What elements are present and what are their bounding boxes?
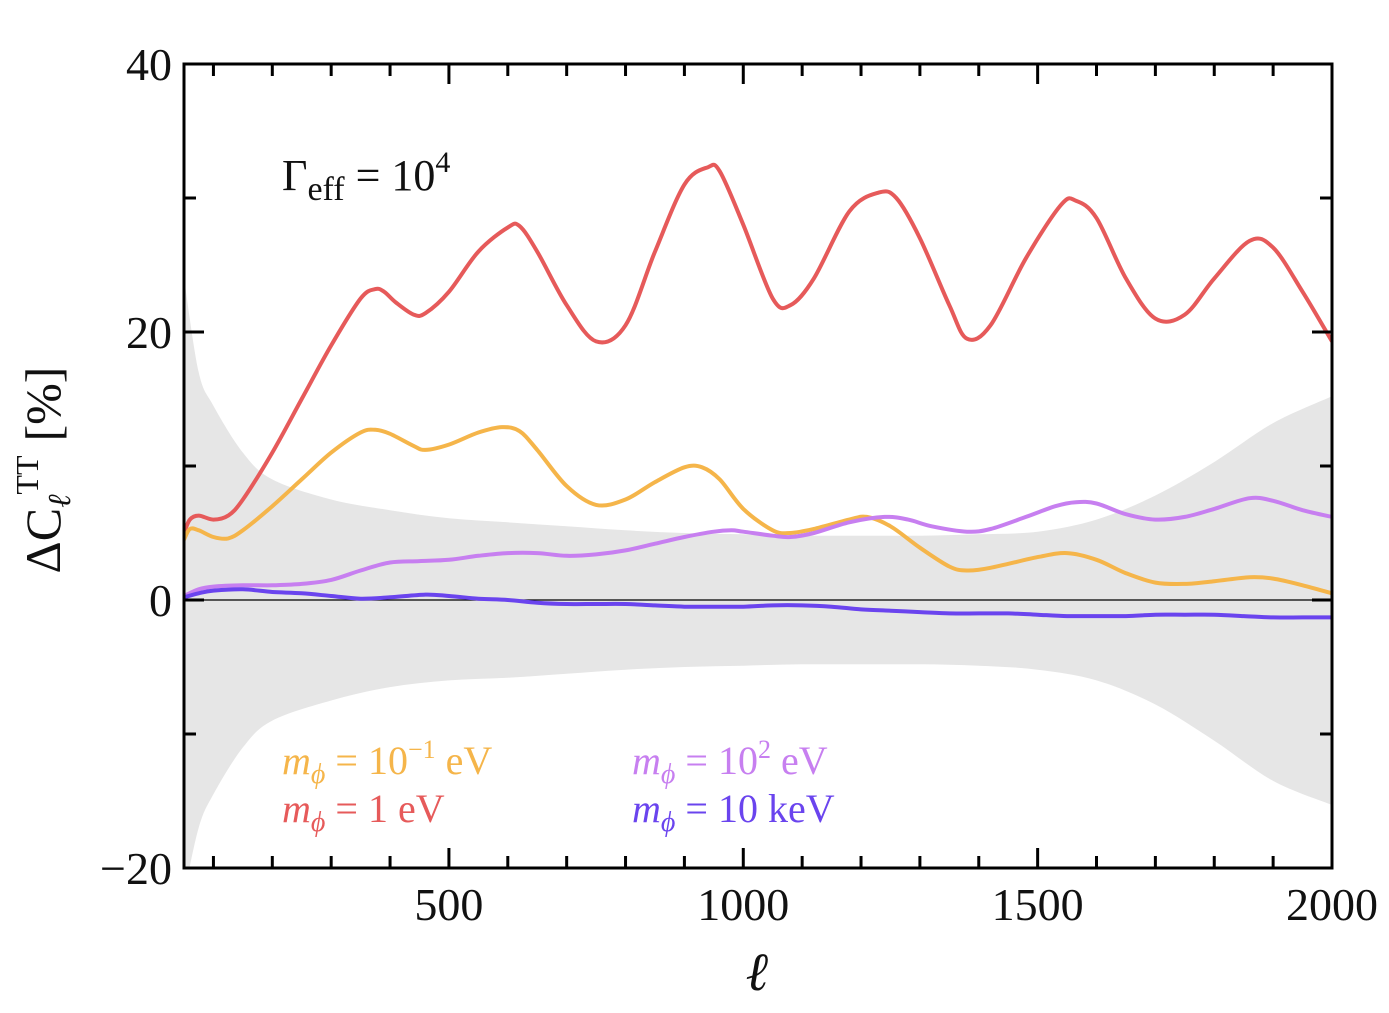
y-tick-label: 40: [126, 39, 172, 90]
uncertainty-band: [184, 278, 1332, 868]
gamma-symbol: Γ: [282, 151, 307, 200]
legend: mϕ = 10−1 eV mϕ = 102 eV mϕ = 1 eV mϕ = 10 …: [282, 735, 835, 838]
y-axis-title-subscript: ℓ: [41, 494, 77, 508]
series-m-100ev-line: [184, 495, 1332, 598]
tick-labels: 500 1000 1500 2000 −20 0 20 40: [100, 39, 1378, 930]
gamma-annotation: Γeff = 104: [282, 146, 450, 208]
series-m-10kev-line: [184, 587, 1332, 620]
series-m-1ev-line: [184, 162, 1332, 534]
legend-entry-100ev: mϕ = 102 eV: [632, 735, 828, 790]
x-axis-title: ℓ: [746, 942, 769, 1002]
y-tick-label: 20: [126, 307, 172, 358]
y-tick-label: −20: [100, 843, 172, 894]
series-group: [184, 162, 1332, 620]
legend-entry-0p1ev: mϕ = 10−1 eV: [282, 735, 492, 790]
gamma-exponent: 4: [435, 146, 450, 179]
legend-entry-1ev: mϕ = 1 eV: [282, 786, 445, 838]
gamma-equals: = 10: [345, 151, 436, 200]
axis-ticks: [184, 62, 1334, 870]
y-axis-title-main: ΔC: [15, 508, 71, 574]
gamma-subscript: eff: [307, 171, 345, 208]
legend-entry-10kev: mϕ = 10 keV: [632, 786, 835, 838]
x-tick-label: 1500: [992, 879, 1084, 930]
series-m-0p1ev-line: [184, 425, 1332, 596]
x-tick-label: 2000: [1286, 879, 1378, 930]
x-tick-label: 1000: [697, 879, 789, 930]
x-tick-label: 500: [414, 879, 483, 930]
y-tick-label: 0: [149, 575, 172, 626]
y-axis-title-superscript: TT: [9, 455, 45, 495]
y-axis-title: ΔCℓTT [%]: [9, 367, 77, 574]
y-axis-title-unit: [%]: [15, 367, 71, 442]
